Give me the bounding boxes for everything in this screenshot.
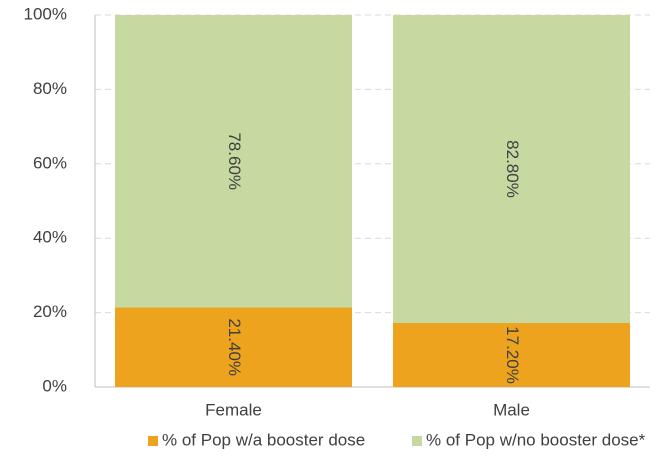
bar-segment	[115, 15, 352, 308]
y-tick-label: 40%	[33, 228, 67, 247]
x-tick-label: Female	[205, 400, 262, 419]
data-label: 17.20%	[503, 326, 522, 384]
x-tick-label: Male	[493, 400, 530, 419]
y-tick-label: 60%	[33, 153, 67, 172]
legend-label: % of Pop w/no booster dose*	[426, 430, 646, 449]
data-label: 78.60%	[225, 132, 244, 190]
bar-segment	[393, 15, 630, 324]
bar-segment	[115, 307, 352, 387]
y-tick-label: 20%	[33, 302, 67, 321]
bar-segment	[393, 323, 630, 387]
y-tick-label: 0%	[42, 376, 67, 395]
y-tick-label: 80%	[33, 79, 67, 98]
legend-swatch	[148, 436, 158, 446]
data-label: 82.80%	[503, 140, 522, 198]
legend-swatch	[412, 436, 422, 446]
legend-label: % of Pop w/a booster dose	[162, 430, 365, 449]
y-tick-label: 100%	[24, 4, 67, 23]
data-label: 21.40%	[225, 318, 244, 376]
